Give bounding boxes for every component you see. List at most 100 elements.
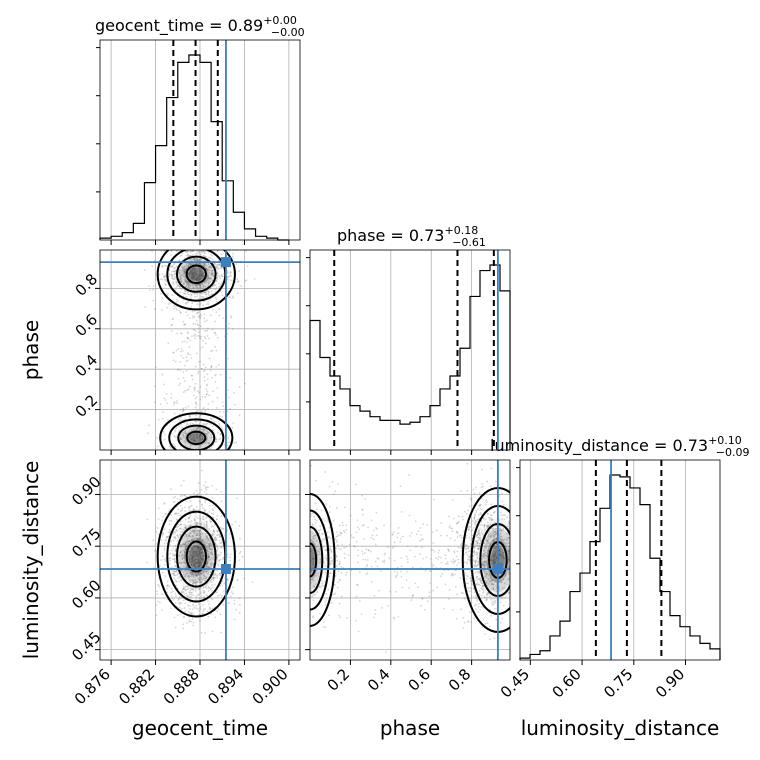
sample-point bbox=[446, 534, 448, 537]
sample-point bbox=[207, 572, 209, 574]
sample-point bbox=[486, 540, 489, 543]
sample-point bbox=[444, 583, 447, 586]
sample-point bbox=[194, 530, 197, 533]
sample-point bbox=[175, 570, 177, 573]
sample-point bbox=[201, 552, 204, 555]
sample-point bbox=[195, 521, 198, 524]
sample-point bbox=[420, 538, 423, 541]
sample-point bbox=[178, 270, 180, 273]
sample-point bbox=[491, 534, 494, 537]
sample-point bbox=[166, 418, 169, 421]
sample-point bbox=[506, 538, 509, 541]
sample-point bbox=[337, 544, 339, 547]
sample-point bbox=[205, 290, 208, 292]
y-tick-label: 0.2 bbox=[72, 391, 102, 421]
sample-point bbox=[207, 291, 210, 294]
sample-point bbox=[191, 283, 194, 286]
sample-point bbox=[179, 545, 182, 548]
sample-point bbox=[477, 572, 480, 574]
sample-point bbox=[198, 331, 201, 334]
sample-point bbox=[237, 280, 240, 283]
sample-point bbox=[460, 608, 462, 611]
sample-point bbox=[191, 539, 193, 541]
sample-point bbox=[212, 576, 215, 579]
sample-point bbox=[190, 611, 193, 614]
sample-point bbox=[175, 300, 178, 303]
sample-point bbox=[173, 531, 176, 534]
sample-point bbox=[209, 417, 212, 420]
sample-point bbox=[184, 406, 187, 409]
sample-point bbox=[492, 529, 495, 532]
sample-point bbox=[478, 492, 481, 495]
sample-point bbox=[184, 302, 187, 305]
sample-point bbox=[487, 547, 490, 550]
sample-point bbox=[469, 560, 471, 563]
sample-point bbox=[197, 427, 200, 430]
sample-point bbox=[338, 614, 341, 617]
sample-point bbox=[180, 602, 183, 605]
sample-point bbox=[144, 306, 146, 308]
sample-point bbox=[205, 523, 208, 526]
sample-point bbox=[485, 501, 488, 504]
sample-point bbox=[181, 558, 184, 560]
sample-point bbox=[370, 565, 373, 568]
sample-point bbox=[485, 573, 488, 576]
sample-point bbox=[207, 281, 210, 284]
sample-point bbox=[239, 550, 242, 553]
sample-point bbox=[190, 595, 193, 598]
sample-point bbox=[315, 540, 318, 542]
sample-point bbox=[206, 565, 209, 568]
sample-point bbox=[193, 529, 196, 531]
sample-point bbox=[206, 390, 209, 393]
sample-point bbox=[469, 590, 472, 593]
sample-point bbox=[194, 558, 197, 561]
sample-point bbox=[210, 534, 213, 536]
sample-point bbox=[206, 536, 209, 539]
sample-point bbox=[181, 426, 184, 429]
sample-point bbox=[211, 508, 214, 510]
sample-point bbox=[218, 308, 220, 311]
sample-point bbox=[230, 279, 233, 282]
sample-point bbox=[205, 587, 208, 590]
sample-point bbox=[193, 429, 195, 431]
sample-point bbox=[198, 283, 200, 286]
sample-point bbox=[189, 589, 192, 592]
sample-point bbox=[487, 512, 489, 515]
sample-point bbox=[234, 520, 237, 523]
sample-point bbox=[494, 553, 496, 556]
sample-point bbox=[373, 616, 375, 619]
sample-point bbox=[206, 289, 209, 292]
sample-point bbox=[202, 408, 205, 411]
sample-point bbox=[411, 595, 414, 598]
sample-point bbox=[228, 275, 230, 278]
sample-point bbox=[469, 586, 472, 589]
sample-point bbox=[202, 507, 204, 509]
sample-point bbox=[476, 544, 479, 547]
sample-point bbox=[192, 273, 195, 275]
sample-point bbox=[192, 594, 194, 597]
sample-point bbox=[202, 429, 205, 432]
sample-point bbox=[207, 539, 210, 542]
sample-point bbox=[178, 309, 181, 312]
sample-point bbox=[178, 287, 181, 290]
sample-point bbox=[229, 271, 232, 273]
sample-point bbox=[473, 553, 476, 555]
sample-point bbox=[176, 534, 179, 537]
sample-point bbox=[215, 265, 218, 268]
sample-point bbox=[198, 531, 201, 534]
sample-point bbox=[493, 511, 496, 514]
sample-point bbox=[163, 250, 166, 252]
sample-point bbox=[220, 267, 223, 269]
sample-point bbox=[494, 545, 497, 548]
sample-point bbox=[508, 527, 510, 530]
sample-point bbox=[208, 510, 211, 513]
sample-point bbox=[374, 543, 377, 546]
sample-point bbox=[203, 251, 206, 254]
sample-point bbox=[479, 504, 481, 507]
sample-point bbox=[317, 572, 320, 575]
sample-point bbox=[195, 428, 198, 431]
sample-point bbox=[199, 337, 201, 339]
sample-point bbox=[177, 556, 180, 559]
sample-point bbox=[467, 546, 470, 549]
sample-point bbox=[482, 618, 485, 621]
